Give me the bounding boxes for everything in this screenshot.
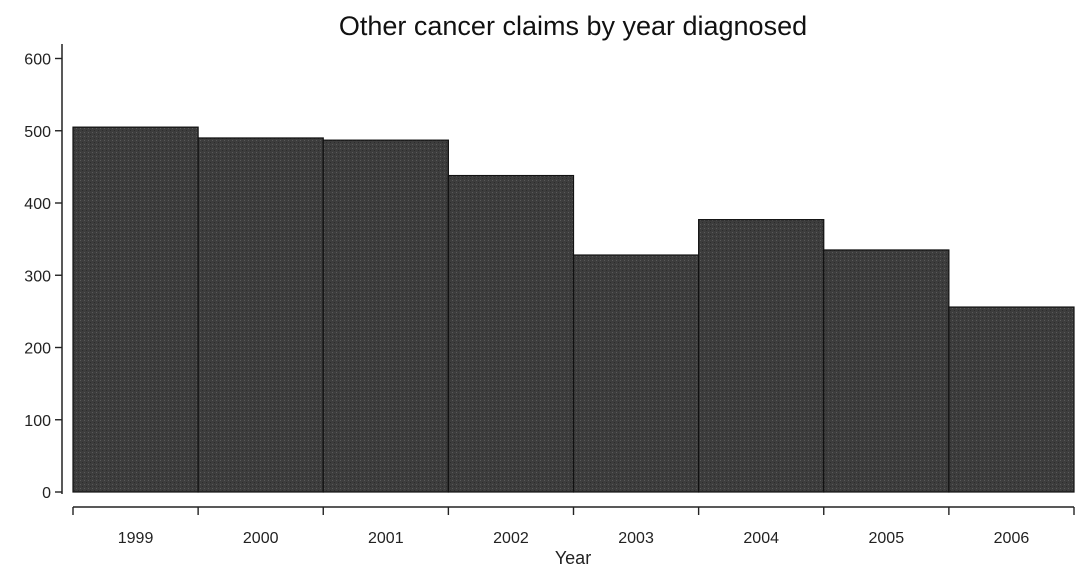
x-tick-label-2003: 2003 [618,530,654,547]
x-tick-label-2006: 2006 [994,530,1030,547]
y-tick-label-100: 100 [24,413,51,430]
y-tick-label-300: 300 [24,268,51,285]
bar-1999 [72,126,199,493]
bar-2004 [698,219,825,493]
bars-layer [72,126,1075,493]
bar-2001 [322,139,449,493]
y-tick-label-400: 400 [24,196,51,213]
x-tick-label-2001: 2001 [368,530,404,547]
bar-2002 [447,174,575,493]
x-tick-label-2002: 2002 [493,530,529,547]
x-axis-label: Year [555,548,591,568]
bar-2003 [572,254,700,493]
x-tick-label-2000: 2000 [243,530,279,547]
x-tick-label-2005: 2005 [869,530,905,547]
y-tick-label-500: 500 [24,124,51,141]
bar-2006 [948,306,1075,493]
x-tick-label-2004: 2004 [743,530,779,547]
x-tick-label-1999: 1999 [118,530,154,547]
y-axis: 0 100 200 300 400 500 600 [24,44,63,502]
y-tick-label-600: 600 [24,52,51,69]
y-tick-label-200: 200 [24,341,51,358]
bar-2005 [823,249,950,493]
x-axis: 1999 2000 2001 2002 2003 2004 2005 2006 [72,506,1075,547]
chart-title: Other cancer claims by year diagnosed [339,11,807,41]
bar-2000 [197,137,324,493]
y-tick-label-0: 0 [42,485,51,502]
